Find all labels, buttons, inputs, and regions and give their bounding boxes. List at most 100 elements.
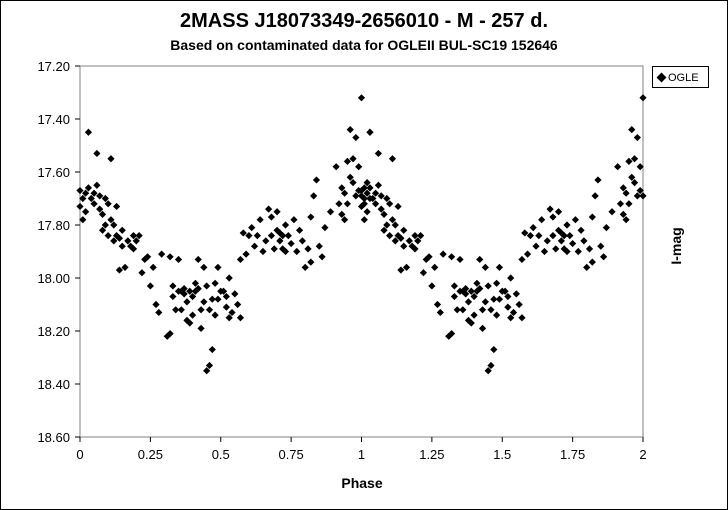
data-point: [104, 232, 112, 240]
data-point: [265, 205, 273, 213]
data-point: [234, 300, 242, 309]
data-point: [183, 316, 191, 324]
data-point: [470, 292, 478, 301]
data-point: [183, 298, 191, 306]
data-point: [222, 303, 230, 311]
data-point: [338, 184, 346, 192]
data-point: [186, 287, 194, 295]
data-point: [279, 232, 287, 240]
y-tick-label: 18.60: [37, 430, 70, 445]
data-point: [194, 285, 202, 293]
data-point: [267, 232, 276, 240]
data-point: [464, 316, 473, 324]
data-point: [386, 200, 394, 208]
data-point: [478, 306, 487, 314]
data-point: [225, 314, 233, 322]
data-point: [526, 232, 534, 240]
data-point: [169, 292, 177, 301]
data-point: [273, 208, 281, 216]
data-point: [138, 269, 146, 277]
data-point: [540, 247, 549, 256]
x-tick-label: 1.75: [560, 447, 585, 462]
data-point: [284, 232, 292, 240]
data-point: [377, 205, 385, 213]
data-point: [149, 263, 157, 271]
data-point: [453, 306, 461, 314]
data-point: [90, 189, 98, 197]
data-point: [191, 279, 200, 287]
data-point: [98, 226, 107, 234]
data-point: [366, 184, 374, 192]
data-point: [352, 133, 360, 142]
data-point: [622, 189, 630, 197]
data-point: [560, 232, 568, 240]
data-point: [177, 306, 185, 314]
data-point: [585, 245, 594, 253]
x-tick-label: 0.25: [138, 447, 163, 462]
data-point: [411, 232, 419, 240]
data-point: [152, 300, 160, 309]
data-point: [166, 253, 174, 261]
data-point: [470, 311, 478, 319]
data-point: [529, 224, 537, 232]
legend-label-ogle: OGLE: [668, 72, 699, 84]
data-point: [197, 306, 205, 314]
data-point: [490, 295, 498, 303]
data-point: [628, 126, 636, 134]
data-point: [583, 263, 591, 271]
data-point: [169, 282, 177, 290]
data-point: [417, 232, 425, 240]
data-point: [543, 237, 551, 245]
data-point: [146, 282, 154, 290]
data-point: [512, 290, 520, 298]
data-point: [132, 237, 140, 245]
data-point: [287, 239, 295, 248]
data-point: [366, 194, 374, 203]
data-point: [231, 290, 239, 298]
data-point: [371, 189, 380, 197]
data-point: [200, 298, 208, 306]
data-point: [380, 226, 388, 234]
y-axis-label: I-mag: [668, 227, 684, 264]
data-point: [101, 221, 109, 229]
data-point: [93, 181, 101, 189]
data-point: [374, 181, 382, 189]
data-point: [484, 367, 492, 375]
x-tick-label: 0.5: [212, 447, 230, 462]
data-point: [571, 216, 580, 224]
data-point: [205, 361, 214, 370]
data-point: [552, 245, 560, 253]
data-point: [394, 202, 402, 211]
data-point: [262, 237, 270, 245]
x-tick-label: 2: [639, 447, 646, 462]
data-point: [462, 290, 470, 298]
data-point: [507, 314, 515, 322]
data-point: [84, 184, 93, 192]
data-point: [633, 192, 641, 200]
data-point: [591, 192, 599, 200]
data-point: [242, 250, 250, 258]
data-point: [346, 173, 354, 181]
data-point: [118, 242, 126, 250]
data-point: [388, 155, 397, 163]
data-point: [355, 186, 363, 195]
data-point: [380, 210, 388, 218]
data-point: [363, 189, 371, 197]
data-point: [321, 224, 329, 232]
data-point: [298, 237, 306, 245]
data-point: [374, 149, 382, 158]
diamond-marker-icon: [656, 72, 667, 83]
data-point: [481, 263, 489, 271]
data-point: [101, 194, 109, 203]
data-point: [425, 253, 433, 261]
data-point: [158, 250, 166, 258]
legend: OGLE: [652, 66, 709, 88]
data-point: [450, 282, 458, 290]
data-point: [349, 179, 357, 187]
data-point: [121, 263, 129, 271]
data-point: [155, 308, 163, 317]
data-point: [82, 208, 90, 216]
data-point: [93, 149, 101, 158]
data-point: [228, 308, 236, 317]
data-point: [318, 253, 326, 261]
